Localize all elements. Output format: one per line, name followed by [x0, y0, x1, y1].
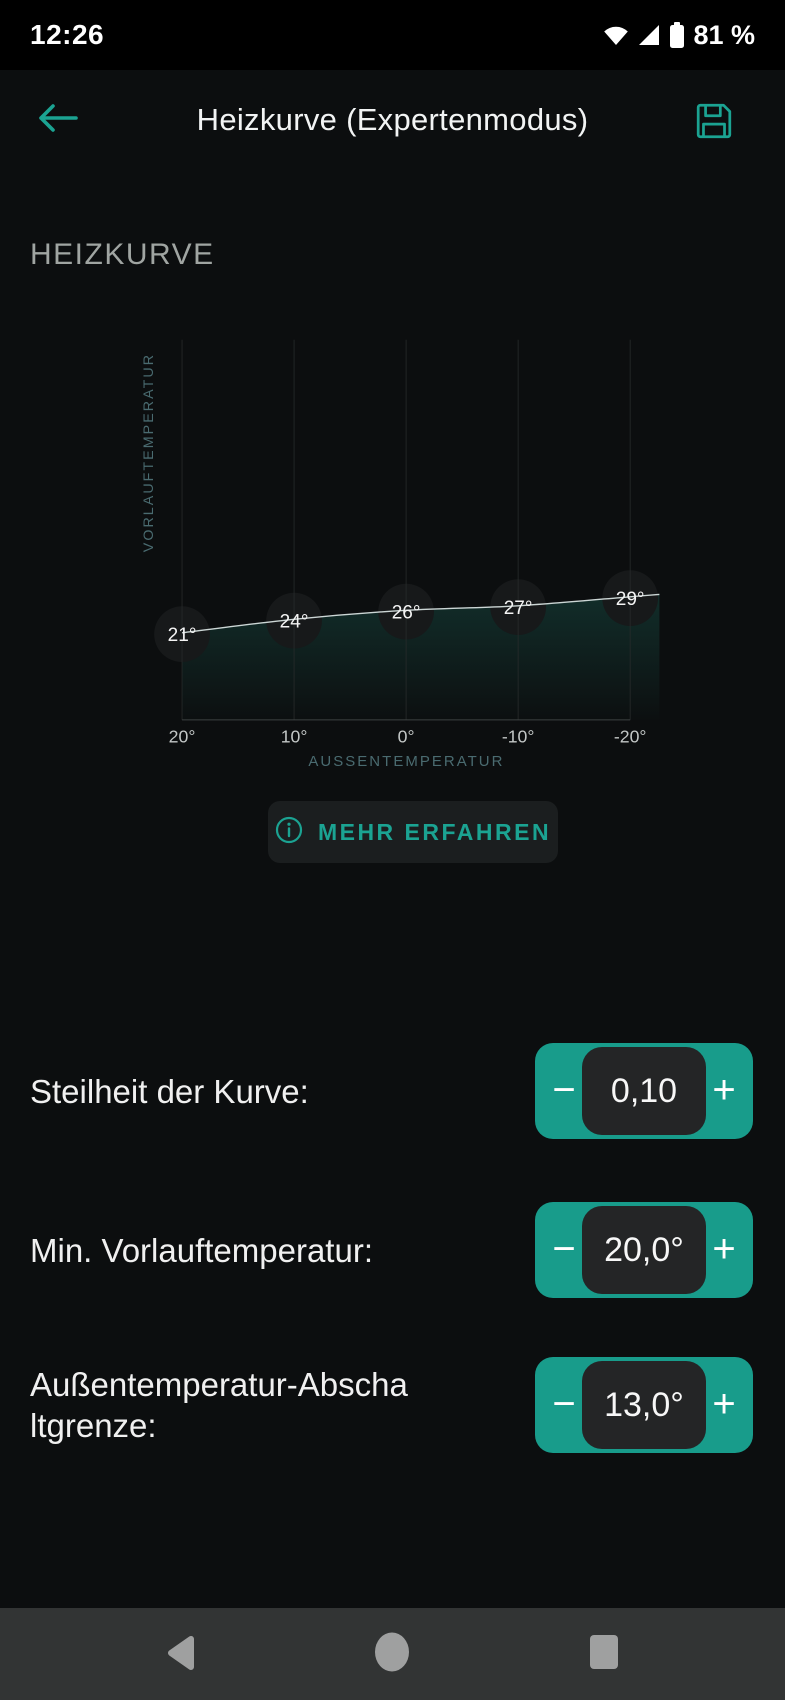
setting-row-min-flow-temp: Min. Vorlauftemperatur: − 20,0° + — [30, 1202, 753, 1298]
x-tick-label: -10° — [502, 726, 535, 746]
chart-point-label: 21° — [168, 625, 197, 646]
x-tick-label: 20° — [169, 726, 196, 746]
battery-icon — [669, 21, 685, 49]
x-tick-label: 0° — [398, 726, 415, 746]
min-flow-temp-decrease-button[interactable]: − — [552, 1226, 576, 1271]
min-flow-temp-value: 20,0° — [604, 1230, 684, 1269]
nav-home-button[interactable] — [373, 1631, 411, 1678]
outdoor-cutoff-decrease-button[interactable]: − — [552, 1381, 576, 1426]
chart-point-label: 29° — [616, 589, 645, 610]
x-tick-label: 10° — [281, 726, 308, 746]
chart-x-tick-labels: 20° 10° 0° -10° -20° — [169, 726, 647, 746]
status-bar: 12:26 81 % — [0, 0, 785, 70]
nav-back-button[interactable] — [165, 1634, 197, 1677]
status-icons: 81 % — [603, 20, 755, 51]
steepness-value-box: 0,10 — [582, 1047, 706, 1135]
chart-point-labels: 21° 24° 26° 27° 29° — [168, 589, 645, 646]
info-icon — [275, 816, 303, 849]
steepness-increase-button[interactable]: + — [712, 1067, 736, 1112]
section-title: HEIZKURVE — [30, 238, 215, 271]
chart-point-label: 24° — [280, 611, 309, 632]
chart-curve-line — [181, 593, 660, 634]
min-flow-temp-label: Min. Vorlauftemperatur: — [30, 1231, 373, 1269]
learn-more-label: MEHR ERFAHREN — [317, 818, 552, 845]
wifi-icon — [603, 24, 629, 46]
heating-curve-chart: 21° 24° 26° 27° 29° 20° 10° 0° -10° -20° VORLAUF… — [141, 339, 660, 770]
outdoor-cutoff-value-box: 13,0° — [582, 1361, 706, 1449]
battery-percent-label: 81 % — [693, 19, 755, 50]
nav-home-circle-icon — [373, 1632, 411, 1677]
chart-point-label: 27° — [504, 598, 533, 619]
outdoor-cutoff-label: Außentemperatur-Abscha ltgrenze: — [30, 1366, 408, 1444]
nav-recents-button[interactable] — [589, 1634, 619, 1675]
chart-point-label: 26° — [392, 602, 421, 623]
header: Heizkurve (Expertenmodus) — [0, 70, 785, 170]
save-button[interactable] — [694, 101, 734, 141]
min-flow-temp-stepper: − 20,0° + — [535, 1202, 753, 1298]
steepness-label: Steilheit der Kurve: — [30, 1072, 309, 1110]
outdoor-cutoff-increase-button[interactable]: + — [712, 1381, 736, 1426]
outdoor-cutoff-stepper: − 13,0° + — [535, 1357, 753, 1453]
cellular-signal-icon — [637, 24, 661, 46]
y-axis-title: VORLAUFTEMPERATUR — [141, 353, 157, 552]
back-button[interactable] — [36, 102, 80, 134]
outdoor-cutoff-value: 13,0° — [604, 1385, 684, 1424]
setting-row-steepness: Steilheit der Kurve: − 0,10 + — [30, 1043, 753, 1139]
steepness-decrease-button[interactable]: − — [552, 1067, 576, 1112]
page-title: Heizkurve (Expertenmodus) — [196, 102, 589, 137]
nav-back-triangle-icon — [165, 1636, 197, 1676]
setting-row-outdoor-cutoff: Außentemperatur-Abscha ltgrenze: − 13,0°… — [30, 1357, 753, 1453]
steepness-stepper: − 0,10 + — [535, 1043, 753, 1139]
steepness-value: 0,10 — [610, 1071, 678, 1110]
learn-more-button[interactable]: MEHR ERFAHREN — [268, 801, 558, 863]
back-arrow-icon — [36, 104, 80, 138]
min-flow-temp-increase-button[interactable]: + — [712, 1226, 736, 1271]
clock: 12:26 — [30, 19, 105, 50]
save-floppy-icon — [694, 103, 734, 145]
chart-gridlines — [181, 339, 631, 720]
min-flow-temp-value-box: 20,0° — [582, 1206, 706, 1294]
x-axis-title: AUSSENTEMPERATUR — [308, 753, 504, 770]
x-tick-label: -20° — [614, 726, 647, 746]
nav-recents-square-icon — [589, 1635, 619, 1674]
